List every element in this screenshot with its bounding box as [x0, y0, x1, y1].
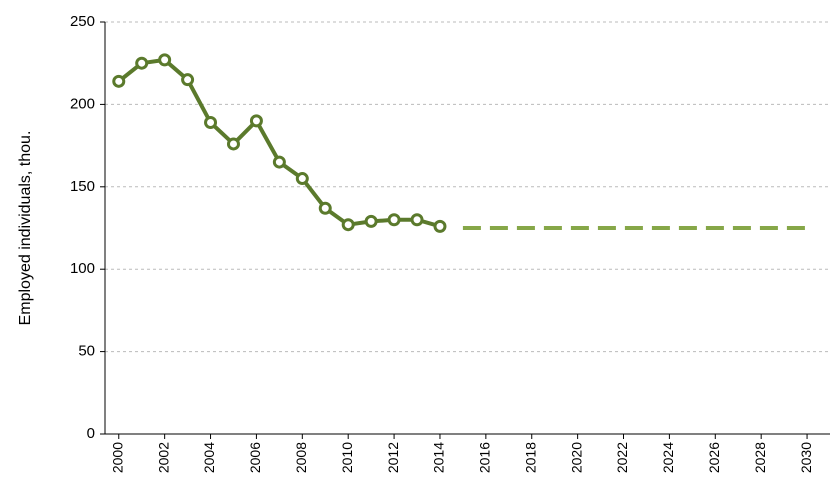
point [204, 116, 218, 130]
point [387, 213, 401, 227]
point [181, 73, 195, 87]
x-tick-label: 2012 [385, 442, 401, 473]
point [112, 74, 126, 88]
x-tick-label: 2002 [155, 442, 171, 473]
point [272, 155, 286, 169]
x-tick-label: 2022 [614, 442, 630, 473]
series-line [117, 57, 441, 229]
point [341, 218, 355, 232]
x-tick-label: 2030 [798, 442, 814, 473]
y-tick-label: 150 [70, 178, 95, 195]
x-tick-label: 2014 [431, 442, 447, 473]
x-tick-label: 2004 [201, 442, 217, 473]
x-tick-label: 2028 [752, 442, 768, 473]
y-tick-label: 100 [70, 260, 95, 277]
x-tick-label: 2024 [660, 442, 676, 473]
y-tick-label: 0 [87, 425, 95, 442]
point [318, 201, 332, 215]
point [249, 114, 263, 128]
point [158, 53, 172, 67]
y-tick-label: 50 [78, 343, 95, 360]
x-tick-label: 2016 [477, 442, 493, 473]
y-tick-label: 250 [70, 13, 95, 30]
x-tick-label: 2000 [109, 442, 125, 473]
point [135, 56, 149, 70]
point [226, 137, 240, 151]
x-tick-label: 2020 [568, 442, 584, 473]
y-tick-label: 200 [70, 95, 95, 112]
x-tick-label: 2006 [247, 442, 263, 473]
x-tick-label: 2026 [706, 442, 722, 473]
point [364, 214, 378, 228]
y-axis-label: Employed individuals, thou. [17, 131, 34, 326]
point [433, 219, 447, 233]
point [295, 172, 309, 186]
x-tick-label: 2018 [522, 442, 538, 473]
x-tick-label: 2010 [339, 442, 355, 473]
point [410, 213, 424, 227]
x-tick-label: 2008 [293, 442, 309, 473]
